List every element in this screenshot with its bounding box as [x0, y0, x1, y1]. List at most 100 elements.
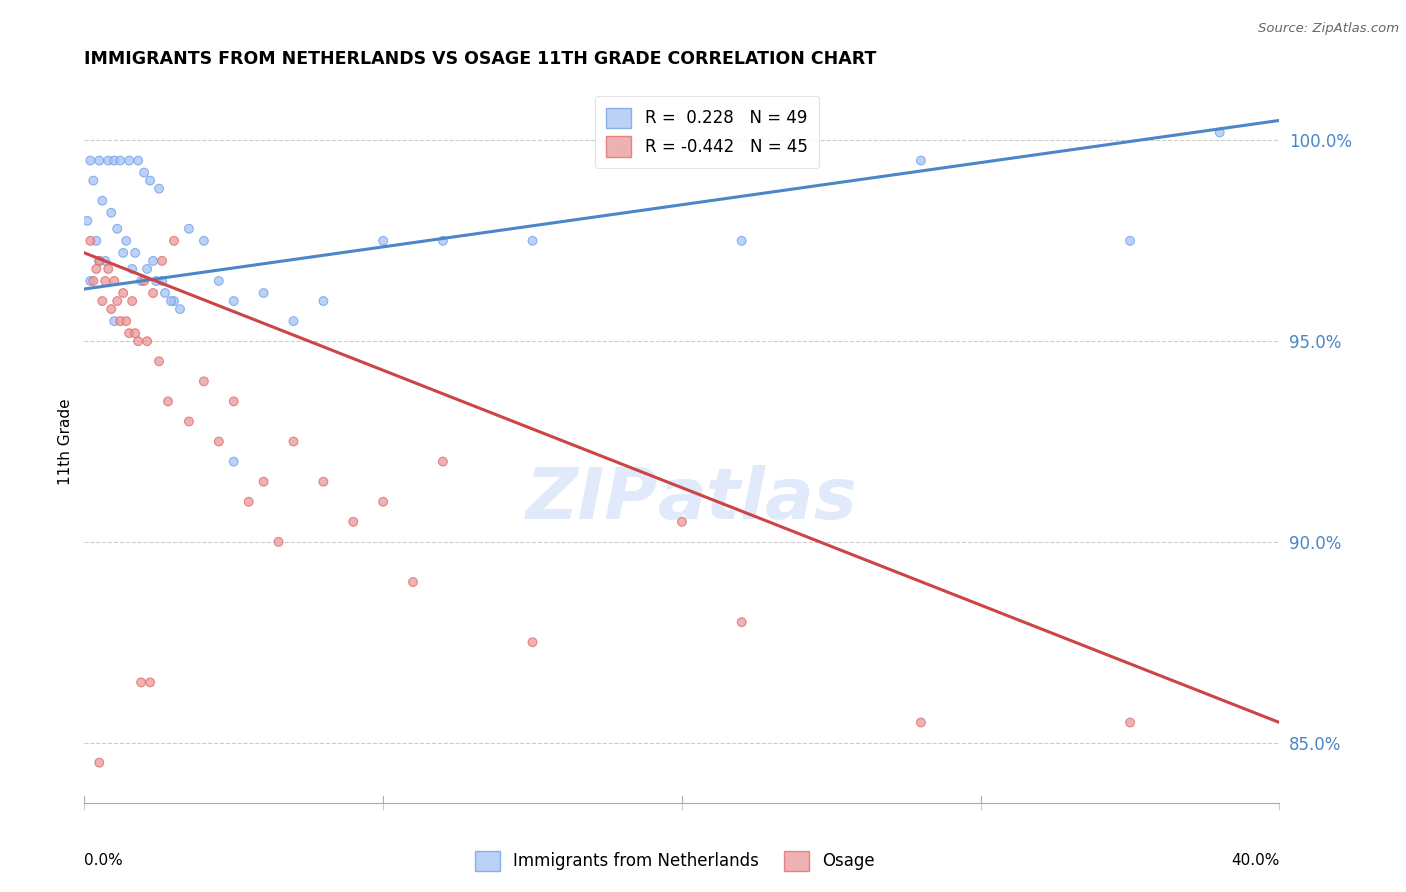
Point: [283, 434, 305, 449]
Point: [145, 274, 167, 288]
Point: [121, 262, 143, 277]
Point: [312, 294, 335, 309]
Point: [76, 213, 98, 227]
Point: [283, 314, 305, 328]
Point: [522, 234, 544, 248]
Point: [522, 635, 544, 649]
Point: [89, 756, 111, 770]
Point: [112, 285, 135, 300]
Point: [94, 274, 117, 288]
Point: [136, 262, 159, 277]
Point: [124, 246, 146, 260]
Point: [127, 153, 149, 168]
Point: [129, 274, 152, 288]
Point: [97, 153, 120, 168]
Point: [910, 715, 932, 730]
Point: [103, 153, 125, 168]
Point: [94, 254, 117, 268]
Point: [142, 254, 165, 268]
Point: [129, 675, 152, 690]
Point: [89, 254, 111, 268]
Text: 40.0%: 40.0%: [1232, 854, 1279, 869]
Point: [267, 535, 290, 549]
Point: [432, 234, 454, 248]
Text: ZIP: ZIP: [526, 465, 658, 533]
Point: [124, 326, 146, 341]
Point: [79, 153, 101, 168]
Point: [150, 254, 173, 268]
Point: [150, 274, 173, 288]
Point: [342, 515, 364, 529]
Point: [612, 142, 634, 156]
Point: [153, 285, 176, 300]
Point: [86, 234, 108, 248]
Point: [208, 434, 231, 449]
Point: [139, 675, 162, 690]
Point: [910, 153, 932, 168]
Point: [115, 234, 138, 248]
Point: [208, 274, 231, 288]
Point: [100, 302, 122, 317]
Point: [222, 455, 245, 469]
Point: [1209, 125, 1232, 139]
Legend: Immigrants from Netherlands, Osage: Immigrants from Netherlands, Osage: [467, 842, 883, 880]
Point: [82, 274, 104, 288]
Point: [193, 375, 215, 389]
Text: Source: ZipAtlas.com: Source: ZipAtlas.com: [1258, 22, 1399, 36]
Point: [731, 615, 754, 630]
Point: [193, 234, 215, 248]
Point: [142, 285, 165, 300]
Point: [110, 153, 132, 168]
Point: [148, 182, 170, 196]
Point: [132, 165, 156, 179]
Point: [82, 174, 104, 188]
Point: [139, 174, 162, 188]
Point: [1119, 234, 1142, 248]
Point: [97, 262, 120, 277]
Point: [118, 153, 141, 168]
Point: [253, 475, 276, 489]
Point: [731, 234, 754, 248]
Point: [222, 394, 245, 409]
Point: [103, 314, 125, 328]
Text: 0.0%: 0.0%: [84, 854, 124, 869]
Point: [253, 285, 276, 300]
Point: [177, 415, 200, 429]
Point: [169, 302, 191, 317]
Point: [79, 274, 101, 288]
Text: atlas: atlas: [658, 465, 858, 533]
Point: [136, 334, 159, 349]
Y-axis label: 11th Grade: 11th Grade: [58, 398, 73, 485]
Point: [160, 294, 183, 309]
Point: [105, 294, 128, 309]
Point: [132, 274, 156, 288]
Point: [100, 206, 122, 220]
Point: [373, 494, 395, 508]
Point: [163, 234, 186, 248]
Point: [148, 354, 170, 368]
Point: [115, 314, 138, 328]
Point: [118, 326, 141, 341]
Point: [432, 455, 454, 469]
Point: [91, 194, 114, 208]
Point: [89, 254, 111, 268]
Point: [121, 294, 143, 309]
Point: [402, 575, 425, 590]
Point: [157, 394, 180, 409]
Point: [86, 262, 108, 277]
Point: [89, 153, 111, 168]
Point: [222, 294, 245, 309]
Point: [1119, 715, 1142, 730]
Point: [238, 494, 260, 508]
Point: [312, 475, 335, 489]
Point: [110, 314, 132, 328]
Text: IMMIGRANTS FROM NETHERLANDS VS OSAGE 11TH GRADE CORRELATION CHART: IMMIGRANTS FROM NETHERLANDS VS OSAGE 11T…: [84, 50, 877, 68]
Point: [177, 222, 200, 236]
Point: [671, 515, 693, 529]
Point: [127, 334, 149, 349]
Point: [112, 246, 135, 260]
Point: [103, 274, 125, 288]
Point: [91, 294, 114, 309]
Point: [373, 234, 395, 248]
Point: [79, 234, 101, 248]
